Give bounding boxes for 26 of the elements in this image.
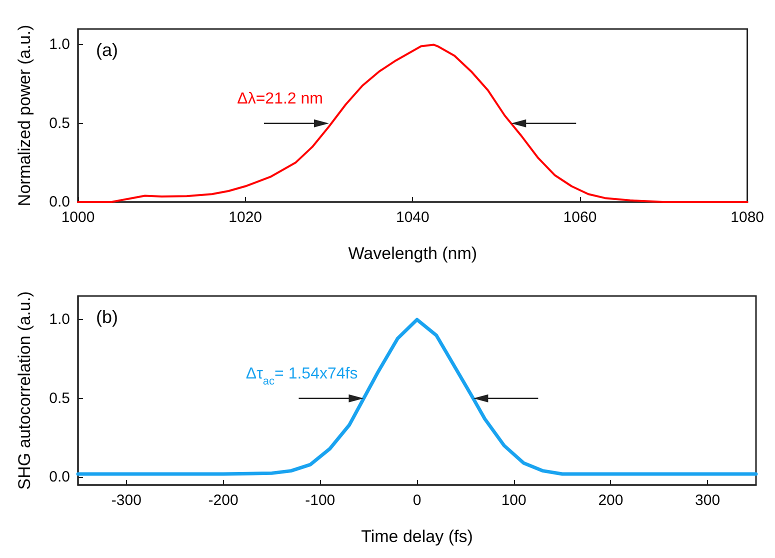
annotation: Δτ$_{ac}$= 1.54x74fs [246,365,358,388]
x-tick-label: 1060 [563,209,597,226]
y-tick-label: 1.0 [49,311,70,328]
x-tick-label: -200 [208,492,238,509]
y-tick-label: 0.5 [49,390,70,407]
annotation: (a) [96,40,118,60]
y-tick-label: 0.0 [49,194,70,210]
y-tick-label: 0.5 [49,114,70,132]
y-axis-title: Normalized power (a.u.) [15,24,34,206]
x-tick-label: 300 [695,492,720,509]
x-tick-label: 1020 [228,209,262,226]
x-axis-title: Time delay (fs) [361,527,473,546]
x-axis-title: Wavelength (nm) [348,244,478,263]
x-tick-label: 1040 [396,209,430,226]
x-tick-label: 0 [412,492,422,509]
annotation: Δλ=21.2 nm [237,90,323,108]
x-tick-label: 1080 [730,209,764,226]
x-tick-label: -300 [111,492,142,509]
x-tick-label: 1000 [61,209,95,226]
x-tick-label: 200 [598,492,624,509]
y-tick-label: 1.0 [49,36,70,54]
annotation: (b) [96,307,118,327]
y-axis-title: SHG autocorrelation (a.u.) [15,291,34,490]
y-tick-label: 0.0 [49,468,70,486]
x-tick-label: -100 [305,492,336,509]
x-tick-label: 100 [501,492,526,509]
